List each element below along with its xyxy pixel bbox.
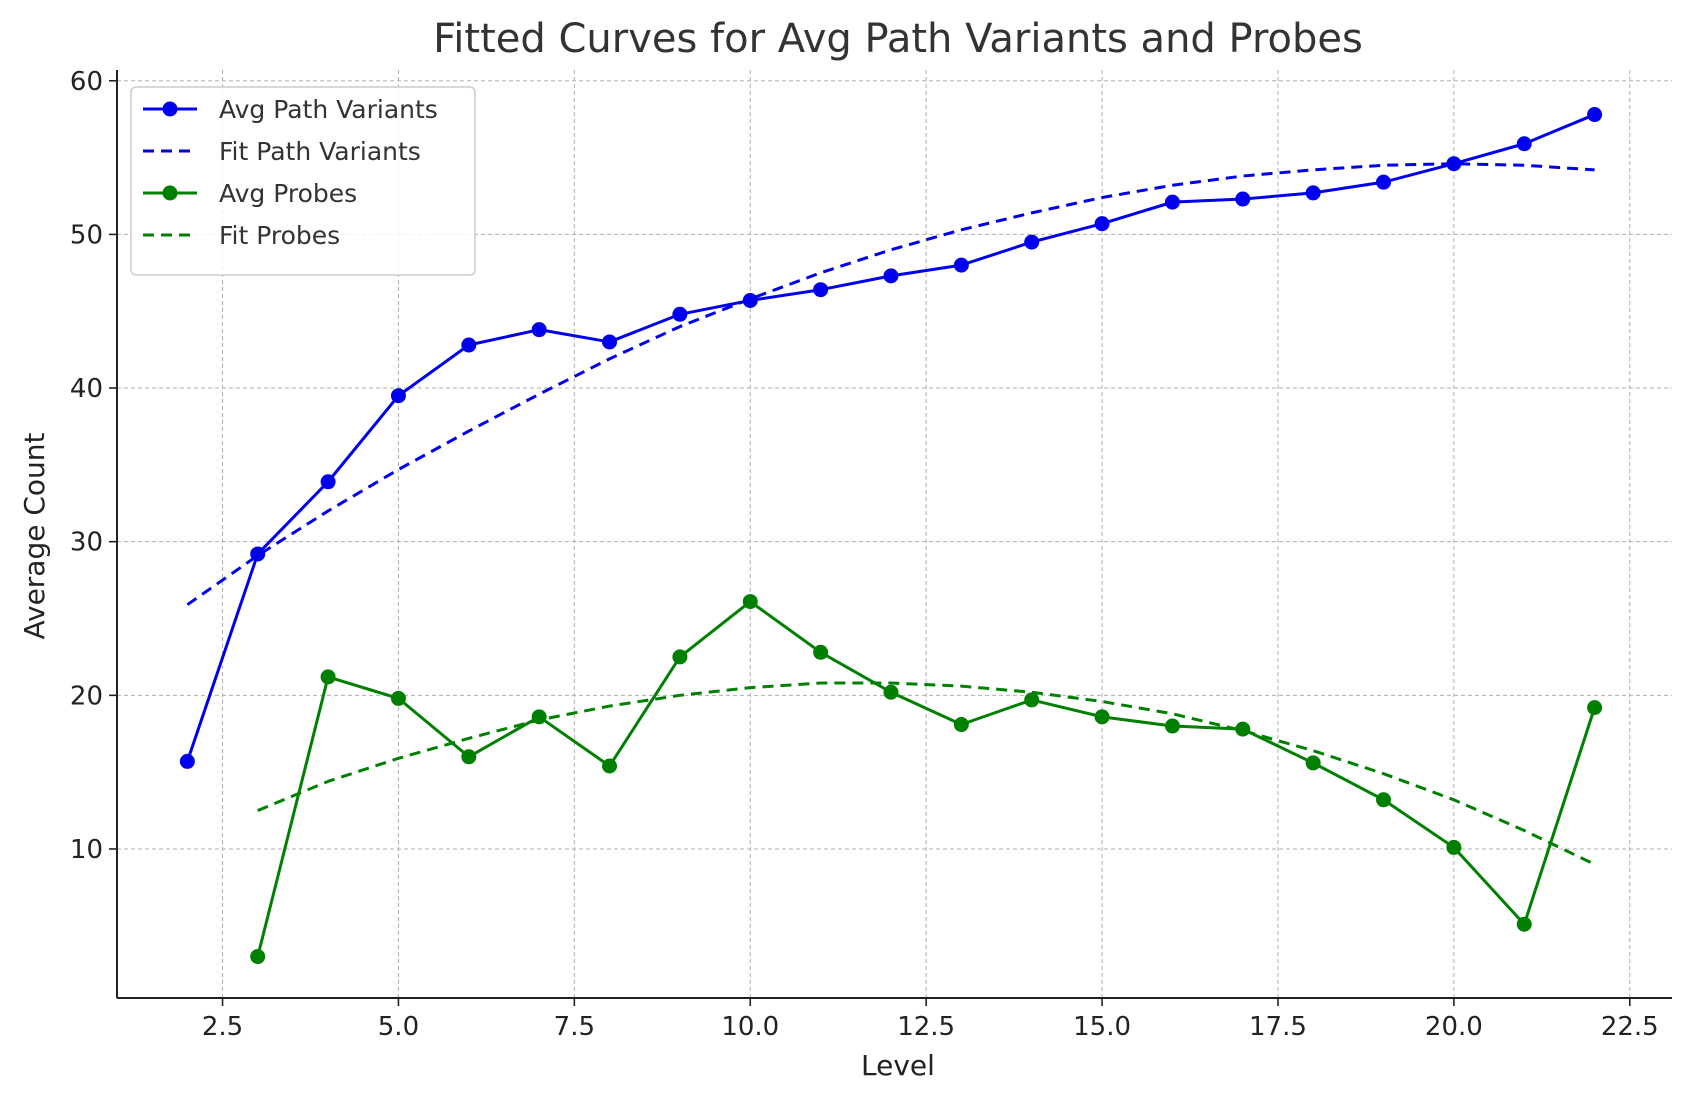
- x-tick-label: 22.5: [1601, 1012, 1659, 1042]
- data-point: [390, 690, 406, 706]
- data-point: [1587, 107, 1603, 123]
- legend-label: Avg Probes: [219, 179, 357, 208]
- data-point: [672, 649, 688, 665]
- data-point: [813, 644, 829, 660]
- chart-title: Fitted Curves for Avg Path Variants and …: [433, 16, 1363, 62]
- data-point: [1446, 839, 1462, 855]
- data-point: [531, 322, 547, 338]
- x-tick-label: 15.0: [1073, 1012, 1131, 1042]
- data-point: [742, 292, 758, 308]
- series-layer: [179, 107, 1603, 965]
- data-point: [953, 717, 969, 733]
- data-point: [1094, 709, 1110, 725]
- data-point: [1094, 216, 1110, 232]
- data-point: [1024, 234, 1040, 250]
- data-point: [1446, 156, 1462, 172]
- data-point: [1164, 718, 1180, 734]
- data-point: [461, 337, 477, 353]
- data-point: [883, 684, 899, 700]
- series-avg-path-variants: [179, 107, 1603, 769]
- data-point: [602, 334, 618, 350]
- axes: [116, 70, 1672, 999]
- y-tick-label: 50: [70, 220, 103, 250]
- data-point: [953, 257, 969, 273]
- series-fit-probes: [257, 681, 1596, 866]
- x-ticks: 2.5 5.0 7.5 10.0 12.5 15.0 17.5 20.0 22.5: [202, 998, 1659, 1042]
- legend: Avg Path Variants Fit Path Variants Avg Pr…: [130, 86, 476, 276]
- data-point: [813, 282, 829, 298]
- data-point: [1516, 916, 1532, 932]
- data-point: [1164, 194, 1180, 210]
- data-point: [250, 949, 266, 965]
- data-point: [320, 474, 336, 490]
- series-line-fit-probes: [257, 681, 1596, 866]
- data-point: [883, 268, 899, 284]
- y-axis-label: Average Count: [18, 432, 51, 639]
- data-point: [1516, 136, 1532, 152]
- legend-label: Fit Path Variants: [219, 137, 421, 166]
- data-point: [179, 753, 195, 769]
- y-tick-label: 40: [70, 374, 103, 404]
- series-line-fit-path-variants: [186, 162, 1595, 606]
- y-tick-label: 10: [70, 835, 103, 865]
- data-point: [1376, 792, 1392, 808]
- x-tick-label: 12.5: [897, 1012, 955, 1042]
- series-avg-probes: [250, 594, 1603, 965]
- legend-swatch-marker: [162, 185, 178, 201]
- x-tick-label: 17.5: [1249, 1012, 1307, 1042]
- data-point: [320, 669, 336, 685]
- legend-swatch-marker: [162, 101, 178, 117]
- data-point: [1305, 755, 1321, 771]
- data-point: [390, 388, 406, 404]
- data-point: [1024, 692, 1040, 708]
- y-ticks: 10 20 30 40 50 60: [70, 67, 117, 865]
- legend-label: Avg Path Variants: [219, 95, 438, 124]
- legend-item: Avg Path Variants: [143, 95, 438, 124]
- legend-item: Fit Path Variants: [143, 137, 421, 166]
- series-line-avg-probes: [256, 600, 1597, 957]
- y-tick-label: 20: [70, 681, 103, 711]
- data-point: [1587, 700, 1603, 716]
- y-tick-label: 60: [70, 67, 103, 97]
- x-tick-label: 20.0: [1425, 1012, 1483, 1042]
- data-point: [672, 306, 688, 322]
- legend-item: Avg Probes: [143, 179, 357, 208]
- x-tick-label: 10.0: [721, 1012, 779, 1042]
- data-point: [461, 749, 477, 765]
- data-point: [1376, 174, 1392, 190]
- data-point: [742, 594, 758, 610]
- legend-label: Fit Probes: [219, 221, 340, 250]
- y-tick-label: 30: [70, 528, 103, 558]
- legend-item: Fit Probes: [143, 221, 340, 250]
- x-axis-label: Level: [861, 1049, 935, 1082]
- data-point: [1235, 191, 1251, 207]
- data-point: [602, 758, 618, 774]
- x-tick-label: 5.0: [378, 1012, 419, 1042]
- legend-box: [130, 86, 476, 276]
- x-tick-label: 7.5: [554, 1012, 595, 1042]
- data-point: [1305, 185, 1321, 201]
- x-tick-label: 2.5: [202, 1012, 243, 1042]
- series-fit-path-variants: [186, 162, 1595, 606]
